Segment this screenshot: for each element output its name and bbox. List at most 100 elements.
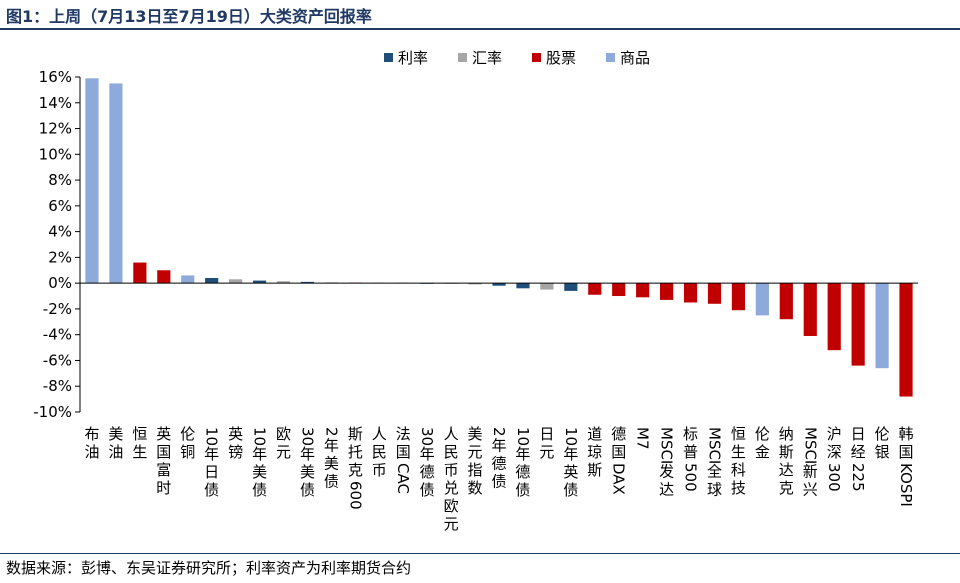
category-glyph: 琼 [587,443,602,461]
category-run: MSCI [658,427,676,464]
category-glyph: 恒 [731,425,746,443]
bar-沪深300 [827,283,841,351]
category-glyph: 时 [156,479,171,497]
category-glyph: 油 [84,443,99,461]
category-glyph: 指 [468,461,483,479]
category-glyph: 银 [875,443,890,461]
bar-chart: 利率 汇率 股票 商品 -10% -8% -6% -4% -2% 0% 2% 4% 6% 8% 10% 12… [33,49,918,533]
category-glyph: 达 [659,480,674,498]
bar-美油 [109,83,123,284]
category-run: 2 [490,427,508,437]
bar-10年英债 [564,283,578,291]
category-glyph: 日 [539,425,554,443]
y-tick-label: 8% [48,171,72,189]
category-run: 10 [514,427,532,446]
y-tick-label: 10% [39,145,72,163]
y-tick-label: 12% [39,120,72,138]
category-glyph: 兑 [444,479,459,497]
category-label-日经225: 日经 225 [849,425,867,492]
category-glyph: 金 [755,443,770,461]
category-glyph: 韩 [899,425,914,443]
category-run: 600 [346,481,364,510]
category-glyph: 币 [372,461,387,479]
category-glyph: 年 [204,445,219,463]
bar-美元指数 [468,283,482,285]
category-glyph: 美 [252,463,267,481]
bar-M7 [636,283,650,298]
category-glyph: 债 [563,481,578,499]
category-glyph: 生 [132,443,147,461]
category-label-标普500: 标普 500 [682,425,700,492]
category-label-伦银: 伦银 [875,425,890,461]
category-glyph: 经 [851,443,866,461]
category-glyph: 债 [491,473,506,491]
category-glyph: 托 [348,443,363,461]
category-glyph: 年 [420,445,435,463]
bar-英镑 [229,279,243,284]
top-rule [0,28,960,30]
category-glyph: 元 [468,443,483,461]
y-tick-label: -2% [43,300,72,318]
category-glyph: 元 [539,443,554,461]
bar-2年德债 [492,283,506,286]
category-glyph: 标 [683,425,698,443]
bar-日元 [540,283,554,290]
bar-MSCI全球 [707,283,722,304]
legend-label-商品: 商品 [620,49,650,67]
category-glyph: 民 [372,443,387,461]
legend-swatch-汇率 [458,53,467,62]
category-glyph: 英 [563,463,578,481]
category-glyph: 技 [731,479,746,497]
category-glyph: 沪 [827,425,842,443]
category-glyph: 债 [252,481,267,499]
bar-伦银 [875,283,889,369]
category-glyph: 恒 [132,425,147,443]
category-glyph: 德 [515,463,530,481]
category-glyph: 深 [827,443,842,461]
category-run: 10 [562,427,580,446]
category-glyph: 德 [491,455,506,473]
category-glyph: 英 [156,425,171,443]
category-run: 2 [322,427,340,437]
category-glyph: 克 [779,479,794,497]
category-run: MSCI [801,427,819,464]
category-glyph: 币 [444,461,459,479]
category-run: MSCI [705,427,723,464]
bar-日经225 [851,283,865,366]
category-glyph: 欧 [444,497,459,515]
category-label-德国DAX: 德国 DAX [610,425,628,495]
category-glyph: 伦 [755,425,770,443]
category-label-道琼斯: 道琼斯 [587,425,602,479]
category-glyph: 伦 [875,425,890,443]
legend-swatch-利率 [384,53,393,62]
category-glyph: 铜 [180,443,195,461]
category-glyph: 债 [300,481,315,499]
category-label-英镑: 英镑 [228,425,243,461]
y-tick-label: -6% [43,351,72,369]
category-glyph: 英 [228,425,243,443]
category-run: M7 [634,427,652,450]
y-axis: -10% -8% -6% -4% -2% 0% 2% 4% 6% 8% 10% 12% 14% 16% [33,68,81,421]
category-glyph: 兴 [803,480,818,498]
bar-欧元 [276,281,291,284]
category-glyph: 德 [420,463,435,481]
bar-10年美债 [252,280,267,284]
chart-legend: 利率 汇率 股票 商品 [384,49,650,67]
category-label-法国CAC: 法国 CAC [394,425,412,494]
bar-30年美债 [300,281,315,284]
category-glyph: 数 [468,479,483,497]
category-label-恒生: 恒生 [132,425,147,461]
category-glyph: 日 [204,463,219,481]
legend-swatch-商品 [606,53,615,62]
